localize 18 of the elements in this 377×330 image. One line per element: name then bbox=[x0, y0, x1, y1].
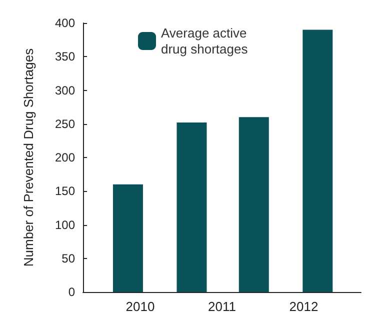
legend-label: Average active drug shortages bbox=[161, 26, 250, 56]
x-tick-label: 2012 bbox=[289, 299, 318, 314]
x-tick-label: 2011 bbox=[208, 299, 236, 314]
y-axis-title: Number of Prevented Drug Shortages bbox=[21, 48, 36, 267]
bar bbox=[176, 122, 207, 292]
y-tick-label: 300 bbox=[54, 83, 76, 98]
bar bbox=[302, 30, 333, 292]
y-tick-label: 250 bbox=[54, 116, 76, 131]
y-tick-label: 200 bbox=[54, 150, 76, 164]
y-tick-label: 100 bbox=[54, 218, 76, 232]
y-tick-label: 350 bbox=[54, 50, 76, 64]
x-tick-label: 2010 bbox=[126, 299, 155, 314]
y-tick-label: 50 bbox=[62, 251, 76, 266]
bar bbox=[238, 117, 269, 292]
y-tick-label: 150 bbox=[54, 184, 76, 198]
bar bbox=[112, 184, 143, 292]
y-tick-label: 0 bbox=[68, 285, 76, 299]
y-tick-label: 400 bbox=[54, 16, 76, 30]
